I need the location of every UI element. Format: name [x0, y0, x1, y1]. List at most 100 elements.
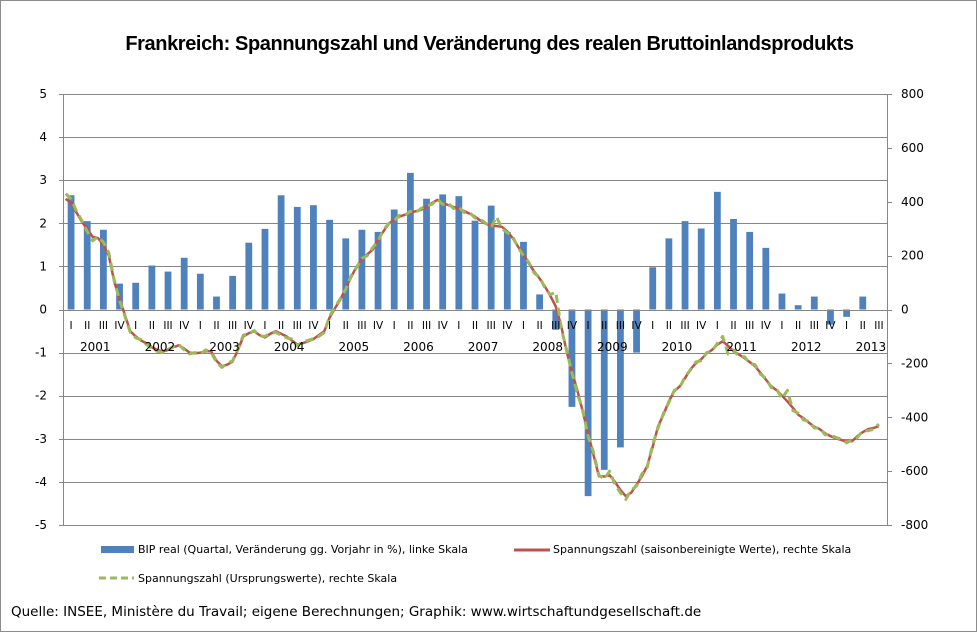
quarter-label: II	[537, 320, 543, 332]
quarter-label: II	[601, 320, 607, 332]
legend-label-sa: Spannungszahl (saisonbereinigte Werte), …	[553, 543, 851, 556]
quarter-label: III	[163, 320, 172, 332]
right-tick-label: -600	[901, 464, 928, 478]
left-tick-label: 3	[39, 173, 47, 187]
gdp-bar	[568, 309, 576, 407]
right-tick-label: -800	[901, 518, 928, 532]
year-label: 2011	[726, 340, 757, 354]
gdp-bar	[67, 195, 75, 310]
gdp-bar	[390, 209, 398, 310]
gdp-bar	[713, 191, 721, 310]
quarter-label: II	[84, 320, 90, 332]
gdp-bar	[180, 257, 188, 310]
gdp-bar	[633, 309, 640, 353]
quarter-label: II	[343, 320, 349, 332]
quarter-label: III	[551, 320, 560, 332]
gdp-bar	[99, 229, 107, 310]
year-label: 2007	[468, 340, 499, 354]
left-tick-label: -1	[35, 346, 47, 360]
year-label: 2004	[274, 340, 305, 354]
gdp-bar	[439, 194, 447, 310]
gdp-bar	[487, 205, 495, 310]
line-series	[64, 192, 880, 501]
quarter-label: I	[522, 320, 525, 332]
left-tick-label: 0	[39, 303, 47, 317]
gdp-bar	[503, 231, 511, 310]
quarter-label: II	[149, 320, 155, 332]
quarter-label: IV	[761, 320, 772, 332]
gdp-bar	[196, 273, 204, 310]
right-tick-label: 800	[901, 87, 924, 101]
gdp-bar	[600, 309, 608, 470]
right-tick-label: 200	[901, 249, 924, 263]
quarter-label: I	[457, 320, 460, 332]
gdp-bar	[261, 228, 269, 310]
gdp-bar	[778, 293, 786, 310]
quarter-label: I	[393, 320, 396, 332]
quarter-label: II	[795, 320, 801, 332]
year-label: 2012	[791, 340, 822, 354]
year-label: 2008	[532, 340, 563, 354]
quarter-label: III	[228, 320, 237, 332]
quarter-label: I	[199, 320, 202, 332]
year-label: 2013	[856, 340, 887, 354]
gdp-bar	[859, 296, 867, 310]
year-label: 2001	[80, 340, 111, 354]
quarter-label: IV	[502, 320, 513, 332]
year-label: 2005	[339, 340, 370, 354]
gdp-bar	[293, 206, 301, 310]
left-tick-label: 1	[39, 259, 47, 273]
quarter-label: I	[134, 320, 137, 332]
quarter-label: I	[70, 320, 73, 332]
quarter-label: III	[745, 320, 754, 332]
quarter-label: I	[845, 320, 848, 332]
gdp-bar	[665, 238, 673, 310]
year-label: 2002	[145, 340, 176, 354]
source-note: Quelle: INSEE, Ministère du Travail; eig…	[11, 604, 702, 620]
legend-label-orig: Spannungszahl (Ursprungswerte), rechte S…	[138, 572, 397, 585]
axes	[63, 94, 888, 525]
gdp-bar	[762, 247, 770, 310]
quarter-label: III	[487, 320, 496, 332]
gdp-bar	[455, 196, 463, 310]
gdp-bar	[148, 265, 156, 310]
gdp-bar	[552, 309, 560, 330]
year-label: 2003	[209, 340, 240, 354]
quarter-label: I	[587, 320, 590, 332]
quarter-label: IV	[244, 320, 255, 332]
quarter-label: IV	[567, 320, 578, 332]
x-axis-labels: I II III IV I II III IV I II III IV I II III IV I II III IV…	[70, 320, 887, 354]
quarter-label: II	[730, 320, 736, 332]
left-tick-label: -2	[35, 389, 47, 403]
left-tick-label: -5	[35, 518, 47, 532]
gdp-bar	[617, 309, 624, 448]
gdp-bar	[342, 238, 350, 310]
quarter-label: II	[407, 320, 413, 332]
left-tick-label: 4	[39, 130, 47, 144]
original-line	[64, 192, 880, 501]
quarter-label: IV	[696, 320, 707, 332]
gdp-bar	[746, 231, 754, 310]
quarter-label: III	[99, 320, 108, 332]
gdp-bar	[358, 229, 366, 310]
left-tick-label: -3	[35, 432, 47, 446]
quarter-label: I	[780, 320, 783, 332]
gdp-bar	[326, 219, 333, 310]
gdp-bar	[213, 296, 220, 310]
gdp-bar	[423, 198, 430, 310]
quarter-label: IV	[308, 320, 319, 332]
gdp-bar	[132, 282, 140, 310]
quarter-label: I	[716, 320, 719, 332]
right-tick-label: 400	[901, 195, 924, 209]
gdp-bar	[245, 242, 253, 310]
gdp-bar	[83, 221, 91, 310]
quarter-label: IV	[631, 320, 642, 332]
gdp-bar	[520, 241, 527, 310]
quarter-label: I	[328, 320, 331, 332]
quarter-label: III	[357, 320, 366, 332]
year-label: 2010	[662, 340, 693, 354]
gdp-bar	[164, 271, 172, 310]
quarter-label: III	[293, 320, 302, 332]
